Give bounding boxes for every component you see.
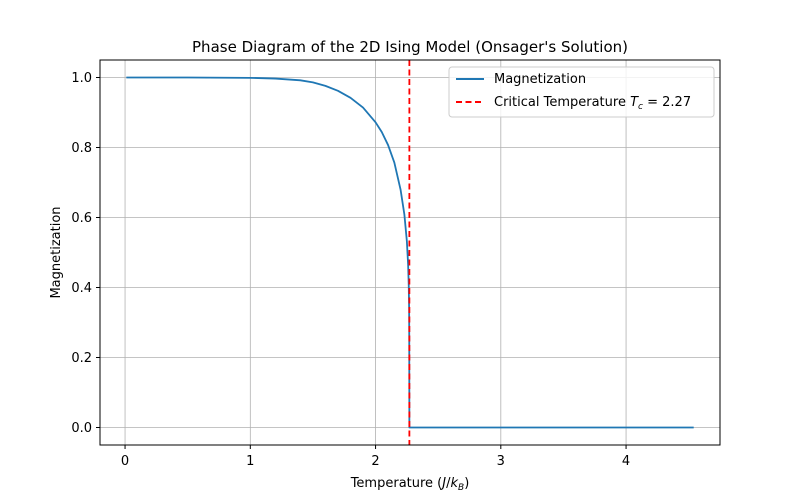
- legend-label-magnetization: Magnetization: [494, 72, 586, 87]
- x-axis-label-unit-sub: B: [458, 483, 464, 493]
- x-tick-label: 0: [121, 454, 129, 469]
- series-layer: [126, 60, 694, 445]
- legend-vline-suffix: = 2.27: [643, 95, 691, 110]
- x-axis-label-unit-k: k: [451, 476, 459, 491]
- chart-title: Phase Diagram of the 2D Ising Model (Ons…: [192, 38, 628, 56]
- legend-vline-prefix: Critical Temperature: [494, 95, 630, 110]
- x-axis-label-unit-slash: /: [446, 476, 451, 491]
- series-line-magnetization: [126, 76, 694, 429]
- plot-frame: [99, 59, 721, 446]
- x-tick-label: 1: [246, 454, 254, 469]
- y-tick-label: 0.2: [71, 351, 92, 366]
- x-tick-label: 2: [371, 454, 379, 469]
- y-tick-label: 1.0: [71, 71, 92, 86]
- legend-vline-sub: c: [638, 102, 643, 112]
- x-tick-label: 3: [497, 454, 505, 469]
- y-axis-label: Magnetization: [49, 206, 64, 298]
- y-tick-label: 0.6: [71, 211, 92, 226]
- legend-label-critical-temperature: Critical Temperature Tc = 2.27: [494, 95, 691, 112]
- y-tick-label: 0.0: [71, 421, 92, 436]
- x-axis-label-main: Temperature (: [350, 476, 443, 491]
- legend: Magnetization Critical Temperature Tc = …: [448, 66, 715, 118]
- x-axis-label-close: ): [464, 476, 469, 491]
- legend-vline-t: T: [630, 95, 639, 110]
- x-axis-label: Temperature (J/kB): [350, 476, 470, 493]
- x-tick-label: 4: [622, 454, 630, 469]
- ticks-layer: 0 1 2 3 4 0.0 0.2 0.4 0.6 0.8 1.0: [71, 71, 630, 469]
- y-tick-label: 0.8: [71, 141, 92, 156]
- y-tick-label: 0.4: [71, 281, 92, 296]
- x-axis-label-unit-j: J: [439, 476, 446, 491]
- legend-box: [448, 66, 715, 118]
